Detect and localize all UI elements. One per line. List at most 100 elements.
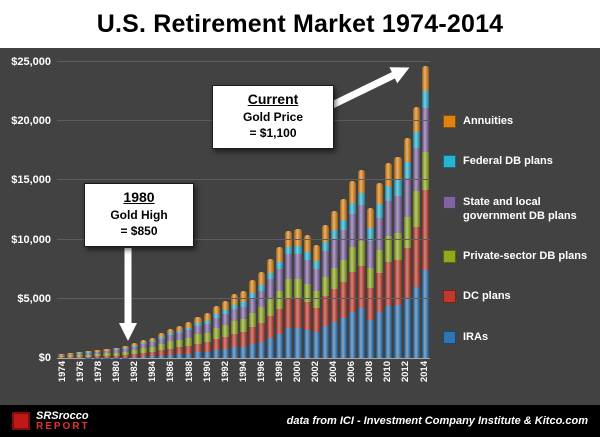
title-bar: U.S. Retirement Market 1974-2014 [0, 0, 600, 48]
legend-label: DC plans [463, 290, 511, 303]
bar-segment [267, 273, 275, 280]
bar-segment [85, 352, 93, 354]
bar-segment [76, 356, 84, 358]
bar-segment [85, 353, 93, 355]
x-tick: 1982 [129, 361, 140, 405]
bar-segment [58, 357, 66, 358]
bar-segment [176, 354, 184, 358]
bar-segment [339, 229, 347, 260]
bar-segment [203, 320, 211, 324]
bar-segment [185, 337, 193, 346]
bar-1975 [67, 62, 75, 358]
bar-segment [385, 262, 393, 306]
bar-segment [394, 157, 402, 181]
bar-segment [148, 342, 157, 347]
bar-1995 [248, 62, 257, 358]
gridline [57, 179, 430, 181]
x-tick [196, 361, 201, 405]
bar-segment [130, 357, 138, 358]
bar-segment [267, 316, 275, 339]
bar-segment [167, 335, 175, 342]
bar-segment [167, 355, 175, 358]
x-tick: 2014 [419, 361, 430, 405]
bar-segment [321, 251, 329, 277]
bar-segment [339, 282, 347, 318]
bar-segment [376, 182, 384, 204]
bar-segment [421, 91, 429, 109]
bar-segment [394, 232, 402, 260]
callout-current-line2: = $1,100 [249, 126, 297, 141]
bar-segment [158, 333, 166, 337]
bar-segment [349, 271, 357, 312]
bar-segment [421, 108, 429, 153]
bar-segment [139, 356, 147, 358]
bar-segment [176, 331, 184, 334]
bar-segment [339, 199, 347, 220]
bar-segment [121, 348, 129, 349]
bar-segment [330, 321, 338, 358]
bar-segment [258, 272, 266, 286]
x-tick: 1984 [147, 361, 158, 405]
bar-segment [148, 352, 157, 357]
bar-segment [394, 180, 402, 196]
callout-1980-line2: = $850 [120, 224, 158, 239]
x-tick: 2004 [328, 361, 339, 405]
y-tick-label: $10,000 [11, 233, 51, 246]
bar-segment [367, 320, 375, 358]
x-tick-label: 1986 [165, 361, 177, 383]
bar-segment [103, 356, 111, 358]
bar-segment [385, 185, 393, 201]
x-tick-label: 1990 [201, 361, 213, 383]
bar-segment [321, 296, 329, 327]
bar-1976 [76, 62, 84, 358]
bar-segment [321, 326, 329, 358]
bar-segment [303, 259, 311, 284]
bar-segment [239, 346, 247, 358]
bar-segment [167, 333, 175, 336]
x-tick-label: 1978 [93, 361, 105, 383]
bar-segment [221, 336, 229, 349]
bar-segment [339, 219, 347, 230]
bar-segment [412, 107, 420, 132]
bar-segment [85, 356, 93, 358]
legend-item: DC plans [443, 289, 595, 304]
gridline [57, 61, 430, 62]
x-tick [305, 361, 310, 405]
bar-segment [367, 288, 375, 321]
bar-1982 [130, 62, 138, 358]
bar-segment [248, 280, 257, 293]
bar-segment [203, 323, 211, 333]
bar-segment [330, 267, 338, 290]
bar-2004 [330, 62, 338, 358]
bar-segment [358, 240, 366, 267]
bar-segment [167, 348, 175, 356]
bar-segment [294, 253, 302, 280]
bar-segment [67, 354, 75, 356]
callout-current-heading: Current [247, 91, 299, 107]
bar-1984 [148, 62, 157, 358]
legend-label: State and local government DB plans [463, 195, 577, 222]
bar-segment [412, 191, 420, 227]
bar-segment [94, 350, 102, 352]
bar-segment [403, 247, 411, 299]
x-tick [88, 361, 93, 405]
x-tick: 1990 [201, 361, 213, 405]
x-tick: 1976 [75, 361, 86, 405]
y-tick-label: $0 [38, 352, 51, 364]
bar-segment [139, 340, 147, 344]
bar-segment [221, 300, 229, 310]
bar-segment [339, 317, 347, 358]
bar-segment [303, 251, 311, 260]
srsrocco-logo-icon [12, 412, 30, 430]
bar-segment [130, 343, 138, 346]
bar-2008 [367, 62, 375, 358]
plot-area [57, 61, 430, 359]
bar-segment [403, 161, 411, 179]
bar-1980 [112, 62, 120, 358]
bar-1993 [230, 62, 238, 358]
bar-segment [139, 353, 147, 357]
bar-segment [221, 309, 229, 314]
bar-segment [130, 350, 138, 355]
bar-segment [148, 356, 157, 358]
bar-segment [158, 350, 166, 356]
